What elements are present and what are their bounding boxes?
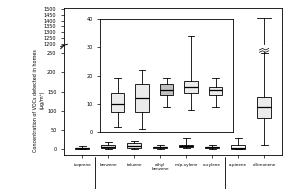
PathPatch shape <box>205 146 219 148</box>
PathPatch shape <box>135 84 149 112</box>
PathPatch shape <box>153 146 167 148</box>
PathPatch shape <box>111 93 124 112</box>
PathPatch shape <box>231 145 245 149</box>
PathPatch shape <box>127 143 141 148</box>
PathPatch shape <box>160 84 173 95</box>
PathPatch shape <box>257 97 271 119</box>
PathPatch shape <box>101 145 115 148</box>
PathPatch shape <box>75 148 89 149</box>
PathPatch shape <box>209 87 222 95</box>
Y-axis label: Concentration of VOCs detected in homes
(μg/m³): Concentration of VOCs detected in homes … <box>33 49 44 152</box>
PathPatch shape <box>179 145 193 147</box>
PathPatch shape <box>184 81 198 93</box>
